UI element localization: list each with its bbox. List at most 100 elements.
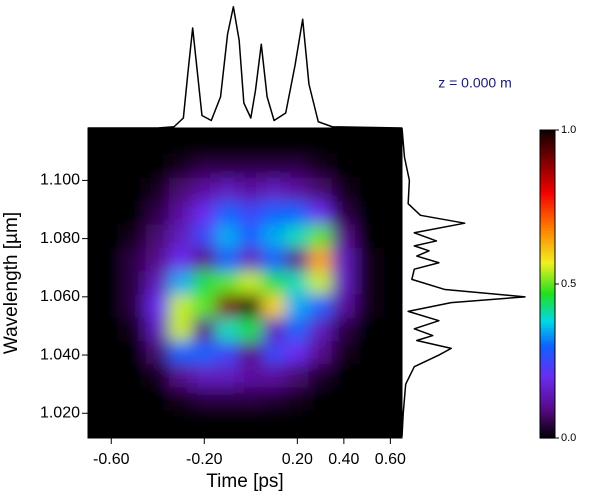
plot-frame (87, 127, 403, 439)
heat-cell (145, 363, 170, 388)
heat-cell (285, 316, 310, 341)
heat-cell (168, 246, 194, 272)
heat-cell (99, 153, 124, 178)
colorbar-segment (540, 222, 555, 226)
heat-cell (192, 176, 217, 202)
heat-cell (354, 246, 380, 272)
heat-cell (308, 363, 333, 388)
colorbar-segment (540, 371, 555, 375)
heat-cell (308, 316, 333, 341)
x-tick-label: 0.60 (375, 451, 406, 468)
heat-cell (122, 316, 147, 341)
colorbar-segment (540, 348, 555, 352)
colorbar-segment (540, 158, 555, 162)
colorbar-segment (540, 263, 555, 267)
heat-cell (192, 153, 217, 178)
heat-cell (261, 293, 287, 318)
x-axis-title: Time [ps] (206, 471, 283, 492)
colorbar-segment (540, 194, 555, 198)
heat-cell (168, 363, 194, 388)
heat-cell (308, 293, 333, 318)
colorbar-tick-label: 0.0 (561, 432, 576, 444)
colorbar-segment (540, 394, 555, 398)
heat-cell (122, 153, 147, 178)
heat-cell (215, 386, 240, 411)
heat-cell (354, 386, 380, 411)
heat-cell (261, 363, 287, 388)
colorbar-segment (540, 278, 555, 283)
colorbar-segment (540, 271, 555, 275)
colorbar-segment (540, 204, 555, 208)
colorbar-segment (540, 160, 555, 164)
heat-cell (192, 246, 217, 272)
colorbar-segment (540, 325, 555, 329)
heat-cell (122, 386, 147, 411)
colorbar-segment (540, 130, 555, 134)
heat-cell (122, 270, 147, 295)
heat-cell (145, 246, 170, 272)
heat-cell (215, 316, 240, 341)
colorbar-segment (540, 165, 555, 170)
heat-cell (145, 200, 170, 225)
heat-cell (331, 153, 356, 178)
colorbar-segment (540, 332, 555, 336)
colorbar-segment (540, 212, 555, 216)
colorbar-segment (540, 353, 555, 357)
colorbar-segment (540, 340, 555, 344)
colorbar-segment (540, 242, 555, 247)
heat-cell (168, 200, 194, 225)
heat-cell (354, 223, 380, 248)
heat-cell (122, 176, 147, 202)
colorbar-segment (540, 268, 555, 272)
heat-cell (99, 176, 124, 202)
colorbar-segment (540, 317, 555, 321)
colorbar-segment (540, 422, 555, 426)
heat-cell (238, 363, 263, 388)
colorbar-segment (540, 209, 555, 213)
heat-cell (285, 246, 310, 272)
colorbar-segment (540, 389, 555, 393)
heat-cell (285, 293, 310, 318)
heat-cell (168, 339, 194, 365)
annotation: z = 0.000 m (438, 75, 512, 91)
heat-cell (354, 270, 380, 295)
heat-cell (215, 200, 240, 225)
colorbar-segment (540, 312, 555, 316)
heat-cell (378, 153, 402, 178)
heat-cell (192, 293, 217, 318)
colorbar-segment (540, 427, 555, 431)
colorbar-segment (540, 176, 555, 180)
heat-cell (331, 316, 356, 341)
colorbar-segment (540, 425, 555, 429)
heat-cell (261, 246, 287, 272)
colorbar-segment (540, 322, 555, 326)
heat-cell (99, 200, 124, 225)
heat-cell (192, 386, 217, 411)
heat-cell (261, 200, 287, 225)
colorbar-segment (540, 217, 555, 221)
colorbar-segment (540, 137, 555, 141)
colorbar-segment (540, 373, 555, 377)
colorbar-segment (540, 173, 555, 177)
heat-cell (215, 363, 240, 388)
colorbar-segment (540, 386, 555, 390)
colorbar-segment (540, 291, 555, 295)
colorbar-segment (540, 286, 555, 290)
heat-cell (238, 293, 263, 318)
heat-cell (99, 246, 124, 272)
colorbar-tick-label: 0.5 (561, 278, 576, 290)
heat-cell (215, 339, 240, 365)
colorbar-segment (540, 155, 555, 159)
heat-cell (99, 316, 124, 341)
colorbar-segment (540, 432, 555, 437)
colorbar-segment (540, 189, 555, 193)
colorbar-segment (540, 178, 555, 182)
heat-cell (215, 153, 240, 178)
x-tick-label: 0.40 (328, 451, 359, 468)
colorbar-segment (540, 147, 555, 152)
colorbar-segment (540, 350, 555, 354)
colorbar-segment (540, 384, 555, 388)
colorbar-segment (540, 363, 555, 367)
